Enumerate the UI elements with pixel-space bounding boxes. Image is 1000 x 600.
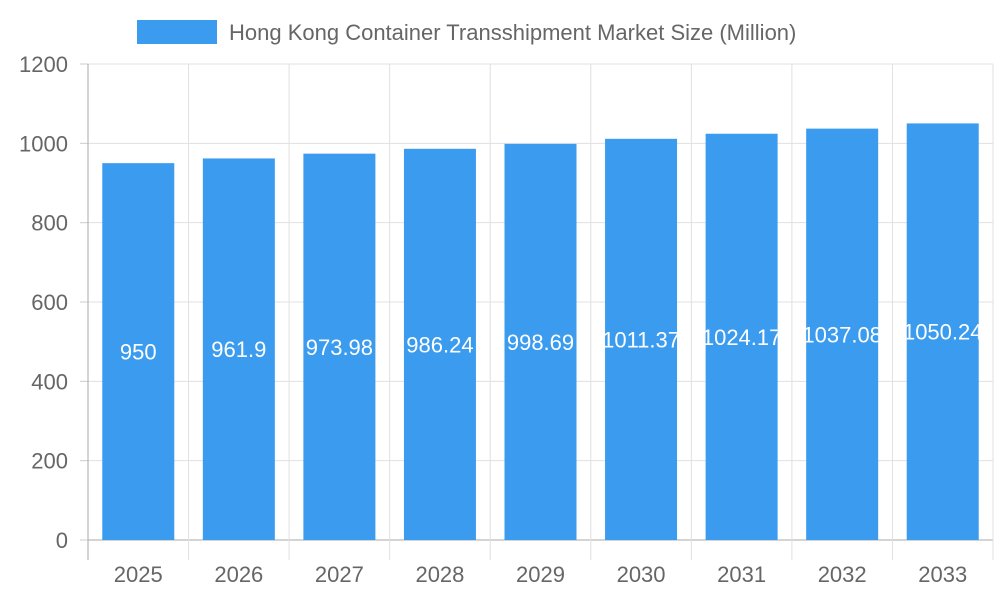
x-tick-label: 2029	[516, 562, 565, 587]
data-label: 1050.24	[903, 320, 983, 345]
bar	[806, 128, 879, 540]
y-tick-label: 400	[31, 369, 68, 394]
y-tick-label: 1000	[19, 131, 68, 156]
data-label: 986.24	[406, 332, 473, 357]
x-tick-label: 2031	[717, 562, 766, 587]
y-tick-label: 800	[31, 211, 68, 236]
y-tick-label: 1200	[19, 52, 68, 77]
bar	[705, 133, 778, 540]
x-tick-label: 2032	[818, 562, 867, 587]
data-label: 950	[120, 340, 157, 365]
x-tick-label: 2026	[214, 562, 263, 587]
data-label: 1037.08	[802, 322, 882, 347]
x-tick-label: 2027	[315, 562, 364, 587]
data-label: 998.69	[507, 330, 574, 355]
data-label: 1011.37	[602, 327, 680, 352]
y-tick-label: 600	[31, 290, 68, 315]
data-label: 961.9	[211, 337, 266, 362]
x-tick-label: 2025	[114, 562, 163, 587]
bar	[102, 163, 175, 540]
data-label: 973.98	[306, 335, 373, 360]
legend-swatch	[137, 20, 217, 44]
bar	[403, 148, 476, 540]
bar	[202, 158, 275, 540]
bar	[605, 138, 678, 540]
legend-label: Hong Kong Container Transshipment Market…	[229, 20, 796, 45]
bar	[504, 143, 577, 540]
y-tick-label: 0	[56, 528, 68, 553]
bar	[303, 153, 376, 540]
data-label: 1024.17	[702, 325, 782, 350]
x-tick-label: 2028	[415, 562, 464, 587]
x-tick-label: 2033	[918, 562, 967, 587]
x-tick-label: 2030	[617, 562, 666, 587]
bar	[906, 123, 979, 541]
y-tick-label: 200	[31, 449, 68, 474]
